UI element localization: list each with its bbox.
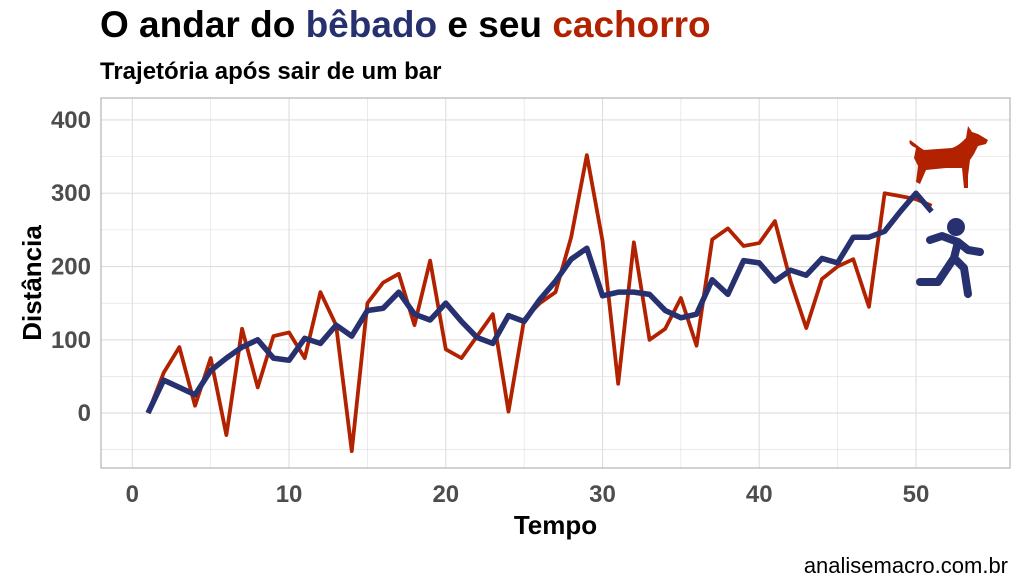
- title-middle: e seu: [437, 4, 553, 45]
- x-tick-label: 50: [903, 481, 930, 508]
- plot-panel-border: [100, 97, 1011, 469]
- x-tick-label: 0: [126, 481, 139, 508]
- x-tick-label: 40: [746, 481, 773, 508]
- chart-subtitle: Trajetória após sair de um bar: [100, 58, 442, 85]
- y-tick-label: 300: [51, 180, 91, 207]
- y-axis-label: Distância: [17, 225, 47, 341]
- title-prefix: O andar do: [100, 4, 306, 45]
- x-tick-label: 20: [432, 481, 459, 508]
- dog-icon: [909, 126, 988, 188]
- x-tick-label: 10: [276, 481, 303, 508]
- title-dog-word: cachorro: [552, 4, 711, 45]
- y-tick-label: 100: [51, 327, 91, 354]
- x-tick-label: 30: [589, 481, 616, 508]
- y-tick-label: 400: [51, 107, 91, 134]
- chart-title: O andar do bêbado e seu cachorro: [100, 4, 711, 46]
- series-lines: [145, 153, 934, 454]
- running-person-icon: [916, 218, 984, 298]
- tick-labels: 0 10 20 30 40 50 0 100 200 300 400: [51, 107, 929, 508]
- title-walker-word: bêbado: [305, 4, 438, 45]
- series-line-drunk: [145, 190, 934, 415]
- y-tick-label: 0: [78, 400, 91, 427]
- source-caption: analisemacro.com.br: [803, 553, 1008, 578]
- x-axis-label: Tempo: [514, 510, 597, 540]
- y-tick-label: 200: [51, 254, 91, 281]
